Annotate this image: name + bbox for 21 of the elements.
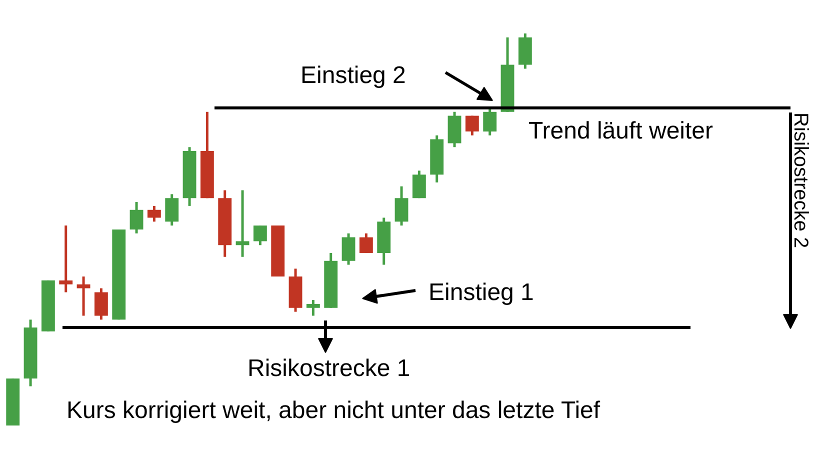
candlestick <box>394 185 408 227</box>
candlestick <box>412 169 426 200</box>
candlestick <box>165 192 179 227</box>
candlestick <box>59 224 73 294</box>
annotation: Kurs korrigiert weit, aber nicht unter das letzte Tief <box>66 397 600 424</box>
candlestick <box>465 114 479 137</box>
candlestick <box>76 275 90 317</box>
annotation: Einstieg 2 <box>300 62 406 89</box>
candlestick <box>342 232 356 266</box>
candlestick <box>236 189 250 258</box>
candlestick <box>94 287 108 321</box>
candlestick <box>130 200 144 235</box>
annotation: Risikostrecke 1 <box>248 355 410 382</box>
candlestick <box>253 224 267 246</box>
candlestick <box>147 204 161 223</box>
candlestick <box>359 232 373 254</box>
candlestick <box>483 106 497 137</box>
candlestick <box>306 298 320 317</box>
annotation: Einstieg 1 <box>428 279 534 306</box>
ref-line-label: Trend läuft weiter <box>528 118 714 145</box>
text: Risikostrecke 2 <box>790 112 812 248</box>
